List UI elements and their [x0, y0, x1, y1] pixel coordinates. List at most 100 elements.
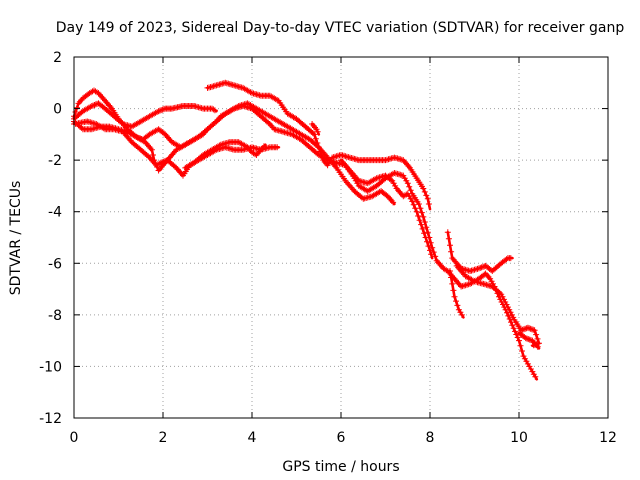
y-tick-label: -10 — [39, 359, 62, 375]
data-series — [71, 79, 542, 381]
data-point — [262, 117, 269, 124]
data-point — [529, 368, 536, 375]
y-tick-label: 2 — [53, 50, 62, 66]
data-point — [404, 180, 411, 187]
data-point — [488, 278, 495, 285]
data-point — [312, 135, 319, 142]
data-point — [413, 208, 420, 215]
data-point — [409, 198, 416, 205]
data-point — [145, 153, 152, 160]
y-tick-label: -2 — [48, 153, 62, 169]
data-point — [506, 306, 513, 313]
data-point — [520, 353, 527, 360]
data-point — [306, 127, 313, 134]
series-arc-8 — [338, 157, 435, 260]
y-tick-label: -4 — [48, 205, 62, 221]
data-point — [150, 152, 156, 158]
data-point — [274, 144, 281, 151]
data-point — [427, 247, 433, 254]
data-point — [424, 195, 431, 202]
series-arc-11 — [453, 262, 542, 349]
data-point — [314, 128, 321, 135]
data-point — [422, 234, 429, 241]
x-tick-label: 10 — [510, 430, 528, 446]
data-point — [449, 280, 456, 287]
series-arc-3 — [71, 100, 397, 206]
data-point — [211, 107, 218, 114]
y-tick-label: -6 — [48, 256, 62, 272]
x-tick-label: 2 — [159, 430, 168, 446]
series-arc-10 — [447, 268, 465, 319]
data-point — [451, 293, 458, 300]
data-point — [454, 302, 461, 309]
data-point — [148, 146, 155, 153]
data-point — [260, 143, 267, 150]
data-point — [412, 205, 419, 212]
series-line — [72, 89, 539, 381]
data-point — [444, 229, 451, 236]
x-tick-label: 8 — [426, 430, 435, 446]
data-point — [503, 256, 510, 263]
data-point — [447, 268, 453, 274]
data-point — [318, 152, 325, 159]
data-point — [424, 229, 431, 236]
data-point — [163, 157, 170, 164]
data-point — [351, 188, 358, 195]
data-point — [481, 271, 488, 278]
data-point — [133, 133, 140, 140]
data-point — [507, 309, 514, 316]
data-point — [313, 126, 320, 133]
series-arc-5 — [182, 139, 267, 171]
data-point — [510, 314, 517, 321]
series-arc-9 — [444, 229, 514, 274]
data-point — [410, 201, 417, 208]
data-point — [458, 311, 465, 318]
data-point — [514, 334, 521, 341]
data-point — [447, 242, 453, 249]
data-point — [534, 343, 541, 350]
data-point — [421, 188, 428, 195]
data-point — [420, 185, 427, 192]
data-point — [517, 342, 524, 349]
data-point — [505, 312, 512, 319]
data-point — [503, 301, 510, 308]
data-point — [407, 187, 414, 194]
data-point — [383, 192, 390, 199]
data-point — [425, 201, 432, 207]
data-point — [453, 298, 459, 305]
data-point — [317, 148, 324, 155]
data-point — [510, 325, 517, 332]
y-axis-label: SDTVAR / TECUs — [8, 181, 24, 296]
data-point — [498, 291, 505, 298]
data-point — [531, 327, 538, 334]
chart-title: Day 149 of 2023, Sidereal Day-to-day VTE… — [56, 20, 625, 36]
data-point — [171, 163, 178, 170]
data-point — [445, 235, 452, 242]
data-point — [421, 219, 428, 225]
data-point — [423, 192, 430, 199]
data-point — [416, 217, 423, 224]
data-point — [423, 224, 430, 231]
series-arc-6 — [204, 79, 432, 211]
y-tick-label: 0 — [53, 102, 62, 118]
data-point — [506, 316, 513, 322]
data-point — [421, 230, 428, 237]
data-point — [425, 243, 432, 250]
data-point — [428, 251, 435, 258]
series-arc-12 — [516, 329, 541, 350]
data-point — [314, 140, 321, 146]
data-point — [532, 373, 539, 380]
data-point — [390, 180, 397, 187]
data-point — [109, 112, 116, 118]
data-point — [533, 331, 540, 338]
data-point — [509, 322, 516, 329]
data-point — [160, 130, 167, 137]
data-point — [507, 255, 514, 262]
data-point — [137, 146, 144, 153]
data-point — [100, 125, 107, 132]
series-arc-1 — [71, 87, 539, 381]
data-point — [406, 183, 413, 190]
x-tick-label: 0 — [70, 430, 79, 446]
data-point — [432, 253, 439, 260]
